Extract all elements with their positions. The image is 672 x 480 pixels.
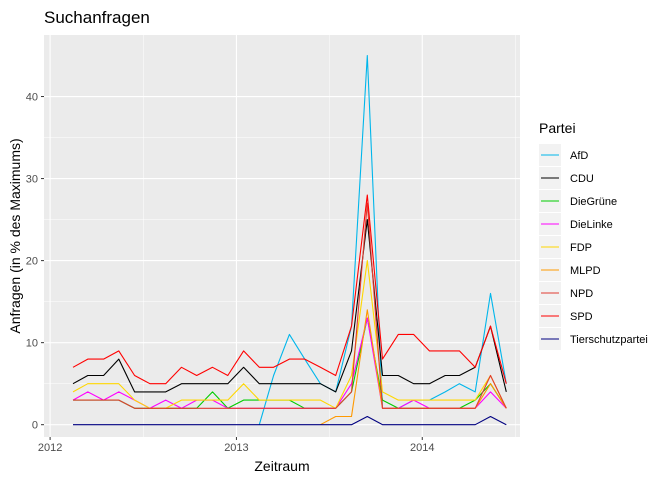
legend: Partei AfD CDU DieGrüne DieLinke FDP MLPD NPD S… — [539, 120, 648, 350]
y-axis-title: Anfragen (in % des Maximums) — [7, 138, 23, 333]
legend-items: AfD CDU DieGrüne DieLinke FDP MLPD NPD SPD Tiers… — [539, 144, 648, 350]
legend-label: SPD — [570, 311, 593, 323]
y-tick-label: 10 — [26, 338, 38, 350]
legend-item-dielinke: DieLinke — [539, 213, 613, 235]
legend-item-tierschutzpartei: Tierschutzpartei — [539, 328, 648, 350]
legend-title: Partei — [539, 120, 576, 136]
series-line-spd — [72, 194, 507, 385]
series-line-cdu — [72, 219, 507, 393]
legend-label: FDP — [570, 242, 592, 254]
series-line-tierschutzpartei — [73, 415, 507, 426]
x-tick-label: 2012 — [38, 442, 62, 454]
chart-title: Suchanfragen — [44, 8, 150, 27]
series-line-npd — [73, 202, 507, 409]
legend-item-cdu: CDU — [539, 167, 594, 189]
y-axis: 0 10 20 30 40 — [26, 92, 44, 432]
legend-label: DieGrüne — [570, 196, 617, 208]
legend-item-npd: NPD — [539, 282, 593, 304]
legend-label: MLPD — [570, 265, 601, 277]
series-line-fdp — [72, 260, 507, 409]
series-lines — [72, 54, 507, 426]
legend-label: AfD — [570, 150, 588, 162]
y-tick-label: 20 — [26, 256, 38, 268]
y-tick-label: 40 — [26, 92, 38, 104]
legend-item-diegr-ne: DieGrüne — [539, 190, 617, 212]
grid-minor — [44, 35, 520, 437]
x-tick-label: 2013 — [224, 442, 248, 454]
legend-label: NPD — [570, 288, 593, 300]
y-tick-label: 0 — [32, 420, 38, 432]
legend-label: Tierschutzpartei — [570, 334, 648, 346]
plot-panel — [44, 35, 520, 437]
plot-area — [44, 35, 520, 437]
legend-item-spd: SPD — [539, 305, 593, 327]
legend-label: CDU — [570, 173, 594, 185]
y-tick-label: 30 — [26, 174, 38, 186]
legend-label: DieLinke — [570, 219, 613, 231]
x-axis: 2012 2013 2014 — [38, 437, 434, 454]
legend-item-fdp: FDP — [539, 236, 592, 258]
x-tick-label: 2014 — [410, 442, 434, 454]
x-axis-title: Zeitraum — [254, 458, 309, 474]
legend-item-afd: AfD — [539, 144, 588, 166]
legend-item-mlpd: MLPD — [539, 259, 601, 281]
